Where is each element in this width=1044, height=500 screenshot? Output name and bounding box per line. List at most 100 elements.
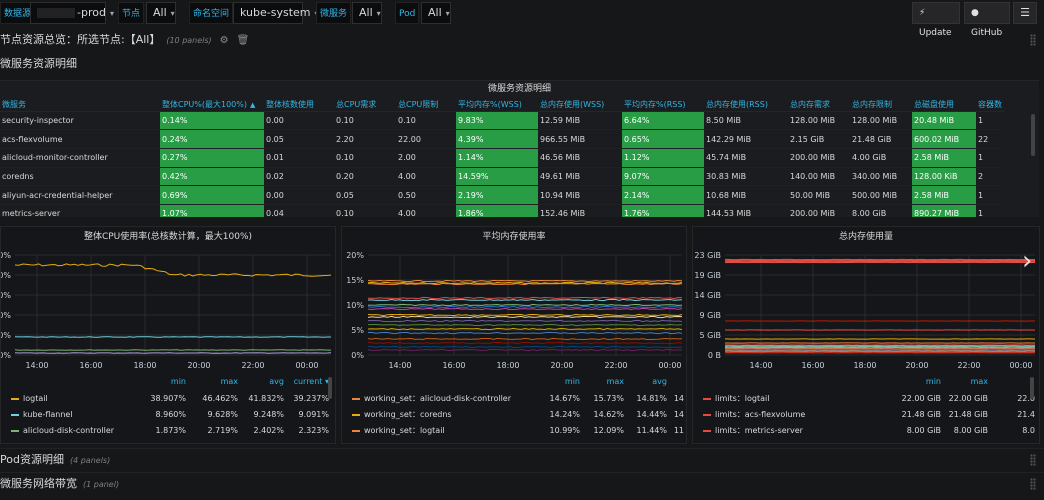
trash-icon[interactable]: 🗑	[236, 35, 250, 46]
legend-item[interactable]: limits：logtail 22.00 GiB 22.00 GiB 22.0	[693, 391, 1039, 406]
column-header[interactable]: 总CPU需求	[334, 99, 396, 112]
table-cell: 0.14%	[160, 111, 264, 131]
github-button[interactable]: ● GitHub	[964, 2, 1010, 38]
datasource-select[interactable]: -prod ▾	[30, 2, 114, 24]
series-line	[14, 263, 332, 277]
legend-swatch	[11, 398, 19, 400]
column-header[interactable]: 总内存限制	[850, 99, 912, 112]
legend-item[interactable]: limits：metrics-server 8.00 GiB 8.00 GiB 8.0	[693, 423, 1039, 438]
column-header[interactable]: 整体CPU%(最大100%) ▲	[160, 99, 264, 112]
column-header[interactable]: 总内存使用(WSS)	[538, 99, 622, 112]
table-cell: 4.39%	[456, 129, 538, 149]
column-header[interactable]: 总内存需求	[788, 99, 850, 112]
table-cell: 128.00 KiB	[912, 167, 976, 187]
legend-swatch	[703, 398, 711, 400]
drag-handle-icon[interactable]	[1030, 478, 1036, 490]
panel-title: 平均内存使用率	[482, 232, 546, 242]
legend-item[interactable]: logtail 38.907% 46.462% 41.832% 39.237%	[1, 391, 335, 406]
table-row: aliyun-acr-credential-helper 0.69% 0.00 0.0…	[0, 185, 1004, 205]
chevron-right-icon[interactable]: ›	[1022, 246, 1033, 276]
table-cell: 6.64%	[622, 111, 704, 131]
row-title: 微服务网络带宽	[0, 477, 77, 490]
legend-item[interactable]: alicloud-disk-controller 1.873% 2.719% 2.40…	[1, 423, 335, 438]
gear-icon[interactable]: ⚙	[219, 35, 229, 46]
table-cell: 0.10	[396, 111, 456, 131]
series-line	[367, 279, 683, 283]
series-line	[367, 305, 683, 309]
legend-swatch	[352, 398, 360, 400]
column-header[interactable]: 平均内存%(WSS)	[456, 99, 538, 112]
x-tick-label: 16:00	[442, 361, 465, 370]
memory-usage-graph[interactable]: 0% 5% 10% 15% 20% 14:00 16:00 18:00 20:00 22:00 00…	[342, 247, 687, 375]
update-button[interactable]: ⚡ Update	[912, 2, 960, 38]
x-tick-label: 14:00	[749, 361, 772, 370]
table-cell: 46.56 MiB	[538, 148, 622, 168]
row-pod-resources[interactable]: Pod资源明细 (4 panels)	[0, 448, 1044, 470]
legend-column-header[interactable]: current ▾	[293, 377, 329, 386]
series-line	[368, 296, 682, 300]
legend-swatch	[352, 430, 360, 432]
var-label-namespace: 命名空间	[189, 2, 234, 24]
legend-item[interactable]: kube-flannel 8.960% 9.628% 9.248% 9.091%	[1, 407, 335, 422]
series-line	[367, 281, 683, 285]
legend-column-header[interactable]: min	[170, 377, 186, 386]
x-tick-label: 20:00	[905, 361, 928, 370]
memory-total-graph[interactable]: 0 B 5 GiB 9 GiB 14 GiB 19 GiB 23 GiB 14:00 16:0…	[693, 247, 1040, 375]
column-header[interactable]: 总内存使用(RSS)	[704, 99, 788, 112]
legend-scrollbar[interactable]	[328, 377, 332, 399]
legend-column-header[interactable]: max	[606, 377, 624, 386]
table-cell: 1	[976, 185, 1004, 205]
legend-item[interactable]: working_set：alicloud-disk-controller 14.6…	[342, 391, 686, 406]
node-select[interactable]: All ▾	[146, 2, 176, 24]
legend-swatch	[352, 414, 360, 416]
table-cell: 890.27 MiB	[912, 204, 976, 217]
y-tick-label: 15%	[346, 276, 364, 285]
column-header[interactable]: 微服务	[0, 99, 160, 112]
pod-select[interactable]: All ▾	[421, 2, 451, 24]
namespace-select[interactable]: kube-system▾	[233, 2, 319, 24]
legend-value: 8.960%	[155, 410, 186, 419]
drag-handle-icon[interactable]	[1030, 454, 1036, 466]
y-tick-label: 10%	[1, 331, 11, 340]
legend-scrollbar[interactable]	[1030, 377, 1034, 399]
cpu-usage-panel: 整体CPU使用率(总核数计算，最大100%) 0% 10% 20% 30% 40% 50%…	[0, 226, 336, 444]
table-header-row: 微服务 整体CPU%(最大100%) ▲ 整体核数使用 总CPU需求 总CPU限制 平均内存…	[0, 99, 1004, 112]
legend-item[interactable]: limits：acs-flexvolume 21.48 GiB 21.48 GiB 2…	[693, 407, 1039, 422]
legend-column-header[interactable]: min	[564, 377, 580, 386]
legend-value: 8.00 GiB	[953, 426, 988, 435]
column-header[interactable]: 平均内存%(RSS)	[622, 99, 704, 112]
column-header[interactable]: 总CPU限制	[396, 99, 456, 112]
legend-value: 9.248%	[253, 410, 284, 419]
legend-value: 14	[673, 394, 684, 403]
legend-column-header[interactable]: min	[925, 377, 941, 386]
table-scrollbar[interactable]	[1031, 114, 1035, 156]
legend-column-header[interactable]: max	[970, 377, 988, 386]
legend-value: 9.628%	[207, 410, 238, 419]
table-cell: 140.00 MiB	[788, 167, 850, 187]
series-line	[367, 298, 683, 302]
table-cell: 0.05	[264, 129, 334, 149]
table-cell: 49.61 MiB	[538, 167, 622, 187]
table-cell: 21.48 GiB	[850, 129, 912, 149]
row-title: 节点资源总览：所选节点:【All】	[0, 33, 161, 46]
column-header[interactable]: 容器数	[976, 99, 1004, 112]
masked-text	[37, 8, 75, 18]
legend-item[interactable]: working_set：coredns 14.24% 14.62% 14.44% 14	[342, 407, 686, 422]
row-service-network[interactable]: 微服务网络带宽 (1 panel)	[0, 472, 1044, 494]
legend-item[interactable]: working_set：logtail 10.99% 12.09% 11.44% 11	[342, 423, 686, 438]
legend-column-header[interactable]: avg	[269, 377, 284, 386]
menu-button[interactable]: ☰	[1013, 2, 1037, 24]
legend-value: 22.00 GiB	[901, 394, 941, 403]
legend-series-name: limits：metrics-server	[715, 426, 803, 435]
service-select[interactable]: All ▾	[352, 2, 382, 24]
legend-column-header[interactable]: max	[220, 377, 238, 386]
legend-column-header[interactable]: avg	[652, 377, 667, 386]
drag-handle-icon[interactable]	[1030, 34, 1036, 46]
legend-series-name: kube-flannel	[23, 410, 73, 419]
column-header[interactable]: 整体核数使用	[264, 99, 334, 112]
cpu-usage-graph[interactable]: 0% 10% 20% 30% 40% 50% 14:00 16:00 18:00 20:00 22:…	[1, 247, 336, 375]
series-line	[367, 313, 683, 317]
table-cell: 14.59%	[456, 167, 538, 187]
row-node-overview[interactable]: 节点资源总览：所选节点:【All】 (10 panels) ⚙ 🗑	[0, 31, 249, 49]
column-header[interactable]: 总磁盘使用	[912, 99, 976, 112]
